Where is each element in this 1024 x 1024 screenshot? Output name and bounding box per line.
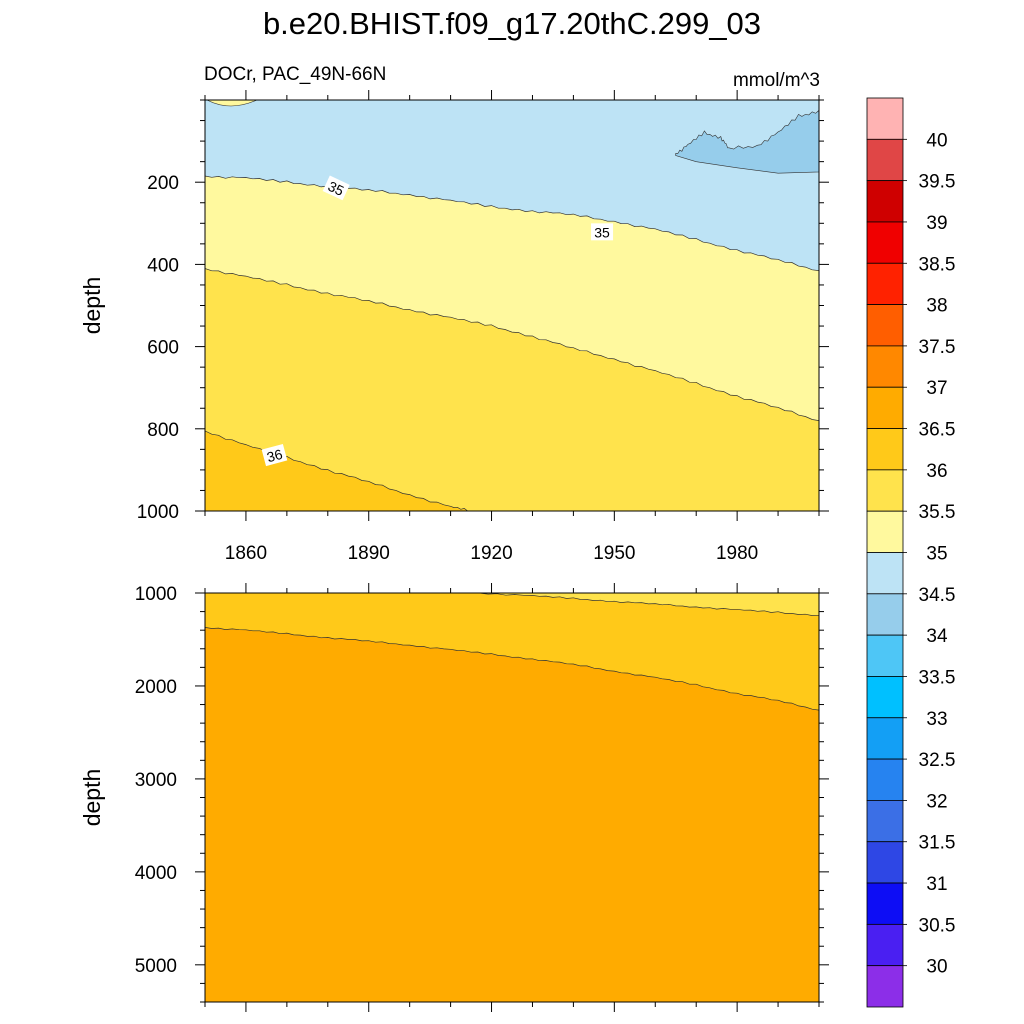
colorbar-swatch: [866, 717, 904, 760]
fill-35-35.5: [205, 176, 819, 421]
contour-36: [205, 430, 472, 511]
colorbar-swatch: [866, 345, 904, 388]
fill-34.5-35: [205, 100, 819, 271]
colorbar-swatch: [866, 758, 904, 801]
colorbar-label: 39.5: [919, 172, 956, 193]
y-axis-label: depth: [79, 769, 105, 827]
contour-36.5: [205, 627, 819, 711]
variable-subtitle: DOCr, PAC_49N-66N: [204, 64, 387, 85]
contour-36: [479, 593, 819, 616]
colorbar-label: 40: [926, 130, 947, 151]
y-tick-label: 400: [147, 255, 179, 276]
colorbar-swatch: [866, 428, 904, 471]
upper-panel: 35 35 36 1860 1890 1920 1950 1980 200 400 600 800 10…: [79, 90, 829, 564]
x-tick-label: 1950: [593, 543, 635, 564]
fill-36-36.5: [205, 593, 819, 711]
x-tick-label: 1890: [348, 543, 390, 564]
y-tick-label: 3000: [135, 770, 177, 791]
y-tick-label: 2000: [135, 677, 177, 698]
x-tick-label: 1920: [470, 543, 512, 564]
colorbar-swatch: [866, 510, 904, 553]
colorbar-swatch: [866, 800, 904, 843]
colorbar-swatch: [866, 386, 904, 429]
y-tick-label: 5000: [135, 956, 177, 977]
contour-35.5: [205, 268, 819, 421]
fill-35.5-36: [479, 593, 819, 616]
colorbar-swatch: [866, 634, 904, 677]
contour-35: [205, 175, 819, 271]
colorbar-label: 36.5: [919, 420, 956, 441]
colorbar-label: 33.5: [919, 667, 956, 688]
colorbar-label: 37.5: [919, 337, 956, 358]
colorbar-label: 33: [926, 709, 947, 730]
lower-panel: 1000 2000 3000 4000 5000 depth: [79, 583, 829, 1012]
y-tick-label: 200: [147, 173, 179, 194]
contour-label: 35: [594, 224, 610, 240]
chart-title: b.e20.BHIST.f09_g17.20thC.299_03: [262, 6, 762, 41]
y-axis-label: depth: [79, 277, 105, 335]
colorbar-swatch: [866, 882, 904, 925]
colorbar-label: 34.5: [919, 585, 956, 606]
fill-35-blob: [206, 100, 258, 107]
colorbar-label: 31.5: [919, 833, 956, 854]
colorbar-swatch: [866, 262, 904, 305]
colorbar-label: 32: [926, 791, 947, 812]
fill-34-34.5: [675, 109, 819, 174]
colorbar-label: 32.5: [919, 750, 956, 771]
contour-label: 35: [326, 178, 347, 199]
colorbar-swatch: [866, 304, 904, 347]
colorbar-swatch: [866, 221, 904, 264]
colorbar-label: 35.5: [919, 502, 956, 523]
y-tick-label: 600: [147, 338, 179, 359]
colorbar-label: 31: [926, 874, 947, 895]
colorbar-label: 39: [926, 213, 947, 234]
y-tick-label: 1000: [135, 584, 177, 605]
y-tick-label: 4000: [135, 863, 177, 884]
colorbar-label: 35: [926, 544, 947, 565]
colorbar-swatch: [866, 469, 904, 512]
fill-36-36.5: [205, 430, 472, 511]
y-tick-label: 800: [147, 420, 179, 441]
colorbar-label: 30.5: [919, 915, 956, 936]
colorbar-swatch: [866, 965, 904, 1008]
x-tick-label: 1980: [716, 543, 758, 564]
y-tick-label: 1000: [137, 502, 179, 523]
contour-label: 36: [265, 446, 284, 466]
colorbar-swatch: [866, 180, 904, 223]
colorbar-label: 38.5: [919, 254, 956, 275]
colorbar-label: 30: [926, 957, 947, 978]
x-tick-label: 1860: [225, 543, 267, 564]
colorbar: 30 30.5 31 31.5 32 32.5 33 33.5 34 34.5 35 35.5 36 36…: [866, 97, 956, 1008]
colorbar-swatch: [866, 138, 904, 182]
colorbar-swatch: [866, 552, 904, 595]
colorbar-label: 34: [926, 626, 948, 647]
colorbar-swatch: [866, 923, 904, 967]
colorbar-label: 38: [926, 296, 947, 317]
colorbar-label: 37: [926, 378, 947, 399]
colorbar-swatch: [866, 676, 904, 719]
colorbar-swatch: [866, 97, 904, 140]
colorbar-swatch: [866, 593, 904, 636]
colorbar-swatch: [866, 841, 904, 884]
colorbar-label: 36: [926, 461, 947, 482]
units-subtitle: mmol/m^3: [732, 70, 820, 91]
